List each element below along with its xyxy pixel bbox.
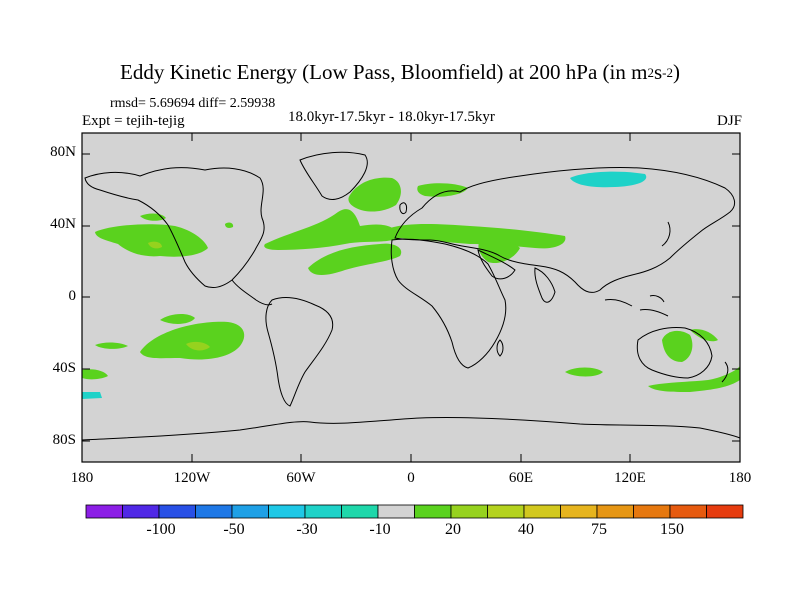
fill-north-atlantic-high	[348, 177, 401, 212]
plot-title: Eddy Kinetic Energy (Low Pass, Bloomfiel…	[120, 60, 680, 84]
anomaly-fill-cyan	[82, 171, 647, 399]
colorbar-label-20: 20	[445, 521, 461, 538]
coast-japan	[661, 221, 671, 247]
coast-australia	[636, 327, 713, 379]
fill-arabia	[478, 239, 520, 264]
colorbar-label-75: 75	[591, 521, 607, 538]
colorbar-box-16	[669, 504, 707, 519]
colorbar	[85, 504, 744, 519]
colorbar-box-14	[596, 504, 634, 519]
colorbar-label-m10: -10	[369, 521, 391, 538]
colorbar-box-10	[450, 504, 488, 519]
fill-siberia	[570, 171, 647, 188]
fill-south-pacific-core	[186, 341, 210, 351]
coast-africa	[390, 238, 507, 369]
coastlines	[81, 151, 741, 441]
coast-india	[534, 267, 556, 303]
colorbar-box-1	[122, 504, 160, 519]
fill-atlantic-small	[225, 222, 234, 228]
colorbar-box-5	[268, 504, 306, 519]
lat-label-0: 0	[68, 288, 77, 304]
season-label: DJF	[716, 113, 742, 129]
fill-north-atlantic-b	[308, 243, 402, 275]
coast-south-america	[265, 297, 334, 407]
coast-madagascar	[496, 339, 504, 357]
lat-label-40n: 40N	[50, 216, 76, 232]
fill-scandinavia	[417, 183, 468, 197]
coast-greenland	[299, 151, 368, 200]
anomaly-fill-layer	[82, 177, 740, 392]
fill-south-atlantic-west	[82, 392, 102, 399]
colorbar-label-40: 40	[518, 521, 534, 538]
colorbar-box-0	[85, 504, 123, 519]
fill-south-atlantic	[82, 369, 108, 380]
colorbar-box-6	[304, 504, 342, 519]
lon-label-180w: 180	[70, 470, 94, 486]
map-background	[82, 133, 740, 462]
colorbar-box-8	[377, 504, 415, 519]
fill-south-pacific-west	[95, 342, 128, 349]
colorbar-box-13	[560, 504, 598, 519]
fill-south-pacific-east	[160, 314, 195, 324]
colorbar-label-150: 150	[660, 521, 684, 538]
colorbar-box-3	[195, 504, 233, 519]
fill-south-pacific	[140, 321, 245, 360]
colorbar-label-m30: -30	[296, 521, 318, 538]
lat-label-80n: 80N	[50, 144, 76, 160]
fill-tasman	[690, 329, 718, 342]
coast-new-zealand	[721, 361, 729, 383]
lat-label-40s: 40S	[52, 360, 76, 376]
colorbar-box-15	[633, 504, 671, 519]
lon-label-60e: 60E	[508, 470, 534, 486]
coast-uk	[399, 202, 407, 215]
lon-label-60w: 60W	[286, 470, 316, 486]
lon-label-120e: 120E	[614, 470, 646, 486]
coast-north-america	[84, 167, 265, 289]
colorbar-box-12	[523, 504, 561, 519]
experiment-label: Expt = tejih-tejig	[82, 113, 185, 129]
period-label: 18.0kyr-17.5kyr - 18.0kyr-17.5kyr	[288, 109, 495, 125]
lon-label-0: 0	[407, 470, 415, 486]
lon-label-180e: 180	[728, 470, 752, 486]
stats-label: rmsd= 5.69694 diff= 2.59938	[110, 96, 276, 111]
lon-label-120w: 120W	[173, 470, 211, 486]
fill-mediterranean	[389, 224, 566, 249]
coast-antarctica	[81, 416, 741, 441]
coast-central-america	[231, 279, 273, 306]
fill-indian-ocean	[565, 367, 603, 377]
fill-pacific-core	[148, 241, 162, 249]
colorbar-label-m50: -50	[223, 521, 245, 538]
colorbar-label-m100: -100	[146, 521, 176, 538]
colorbar-box-9	[414, 504, 452, 519]
coast-indonesia	[604, 295, 669, 317]
lat-label-80s: 80S	[52, 432, 76, 448]
coast-europe-asia	[394, 166, 736, 293]
anomaly-fill-yellow	[148, 241, 210, 351]
colorbar-box-4	[231, 504, 269, 519]
fill-south-ocean	[648, 366, 740, 392]
colorbar-box-11	[487, 504, 525, 519]
colorbar-box-7	[341, 504, 379, 519]
coast-arabia	[477, 249, 516, 280]
fill-north-atlantic-a	[264, 209, 400, 250]
fill-australia	[662, 330, 693, 362]
axis-ticks	[82, 133, 740, 462]
colorbar-box-17	[706, 504, 744, 519]
colorbar-box-2	[158, 504, 196, 519]
